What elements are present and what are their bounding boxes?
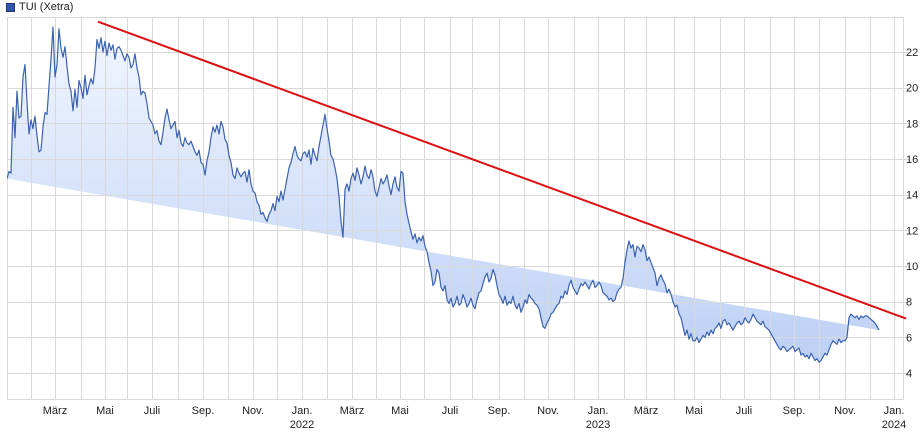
x-tick-year: 2024: [882, 419, 906, 431]
y-tick-label: 14: [906, 190, 918, 202]
x-tick-label: Sep.: [488, 405, 511, 417]
x-axis: März Mai Juli Sep. Nov. Jan. 2022 März Mai Juli Se…: [43, 405, 906, 431]
price-line: [7, 26, 880, 363]
x-tick-label: Mai: [391, 405, 409, 417]
x-tick-label: März: [634, 405, 658, 417]
y-tick-label: 6: [906, 332, 912, 344]
x-tick-label: Juli: [736, 405, 753, 417]
y-axis: 4 6 8 10 12 14 16 18 20 22: [906, 47, 918, 380]
y-tick-label: 12: [906, 225, 918, 237]
x-tick-label: Jan.: [884, 405, 905, 417]
price-area: [7, 27, 879, 363]
x-tick-label: Sep.: [783, 405, 806, 417]
x-tick-label: Juli: [144, 405, 161, 417]
x-tick-label: Mai: [685, 405, 703, 417]
x-tick-label: Nov.: [242, 405, 264, 417]
y-tick-label: 18: [906, 118, 918, 130]
y-tick-label: 22: [906, 47, 918, 59]
y-tick-label: 8: [906, 297, 912, 309]
y-tick-label: 16: [906, 154, 918, 166]
x-tick-year: 2022: [290, 419, 314, 431]
chart-legend: TUI (Xetra): [6, 1, 73, 13]
x-tick-label: Jan.: [292, 405, 313, 417]
y-tick-label: 4: [906, 368, 912, 380]
legend-swatch-icon: [6, 2, 15, 12]
x-tick-label: März: [340, 405, 364, 417]
x-tick-label: Mai: [96, 405, 114, 417]
x-tick-label: März: [43, 405, 67, 417]
x-tick-label: Nov.: [537, 405, 559, 417]
x-tick-label: Juli: [442, 405, 459, 417]
x-tick-label: Sep.: [192, 405, 215, 417]
grid-lines: [7, 17, 909, 400]
x-tick-year: 2023: [586, 419, 610, 431]
legend-label: TUI (Xetra): [19, 1, 74, 13]
x-tick-label: Nov.: [834, 405, 856, 417]
y-tick-label: 20: [906, 83, 918, 95]
x-tick-label: Jan.: [588, 405, 609, 417]
y-tick-label: 10: [906, 261, 918, 273]
trend-line: [97, 20, 907, 320]
